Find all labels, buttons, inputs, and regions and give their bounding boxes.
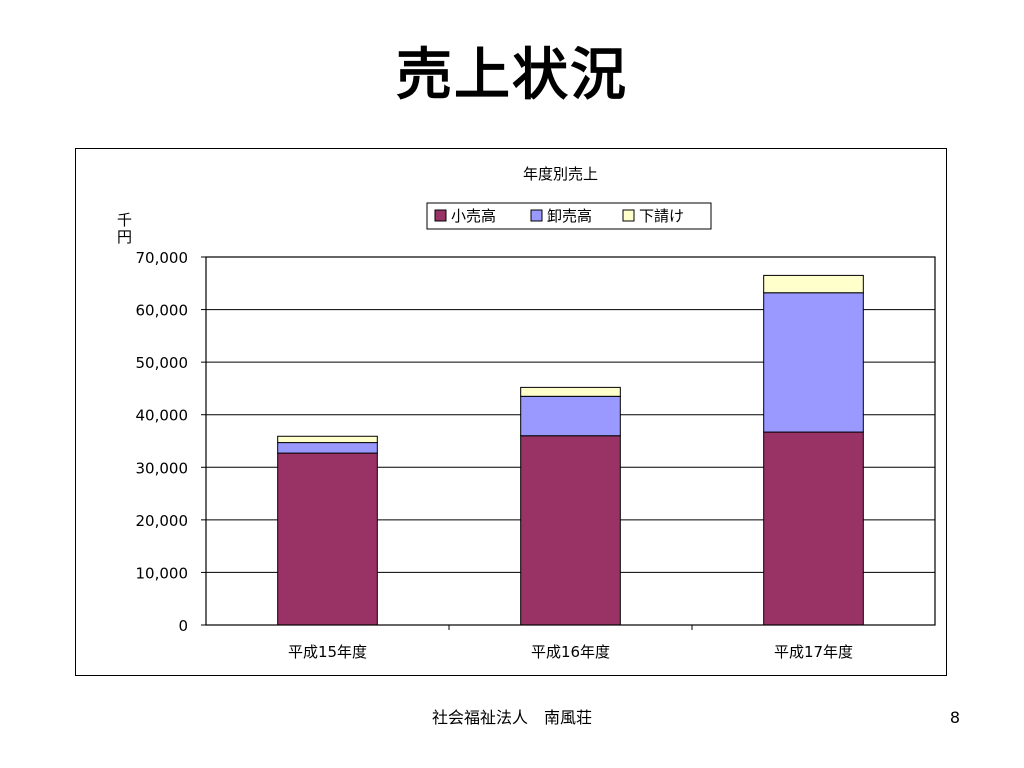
bar-segment-2-3 [520, 386, 621, 397]
bar-segment-2-2 [520, 395, 621, 437]
plot-border [205, 256, 936, 626]
page-number: 8 [949, 708, 960, 727]
y-tick-label-0: 0 [178, 617, 188, 635]
x-tick-label-3: 平成17年度 [774, 643, 853, 661]
y-tick-label-40000: 40,000 [136, 407, 189, 425]
y-tick-label-50000: 50,000 [136, 354, 189, 372]
legend-swatch-2 [530, 209, 543, 222]
y-tick-label-30000: 30,000 [136, 459, 189, 477]
chart-frame: 年度別売上千円 小売高 卸売高 下請け 0 10,000 20,000 30,000 40,00… [75, 148, 947, 676]
legend-label-2: 卸売高 [547, 207, 592, 225]
footer-organization: 社会福祉法人 南風荘 [431, 708, 592, 727]
y-tick-label-10000: 10,000 [136, 564, 189, 582]
y-tick-label-20000: 20,000 [136, 512, 189, 530]
legend-label-1: 小売高 [451, 207, 496, 225]
y-axis-unit-label: 千円 [115, 212, 133, 246]
bar-segment-2-1 [520, 435, 621, 626]
bar-segment-3-2 [763, 292, 864, 433]
legend-swatch-3 [622, 209, 635, 222]
slide-title: 売上状況 [396, 43, 628, 108]
bar-segment-3-1 [763, 431, 864, 626]
bar-segment-3-3 [763, 274, 864, 294]
legend-swatch-1 [434, 209, 447, 222]
legend-label-3: 下請け [639, 207, 684, 225]
legend-box [426, 202, 712, 230]
y-tick-label-70000: 70,000 [136, 249, 189, 267]
bar-segment-1-2 [277, 442, 378, 454]
bar-segment-1-1 [277, 452, 378, 626]
bar-segment-1-3 [277, 435, 378, 444]
x-tick-label-2: 平成16年度 [531, 643, 610, 661]
chart-title: 年度別売上 [523, 165, 598, 183]
y-tick-label-60000: 60,000 [136, 302, 189, 320]
x-tick-label-1: 平成15年度 [288, 643, 367, 661]
